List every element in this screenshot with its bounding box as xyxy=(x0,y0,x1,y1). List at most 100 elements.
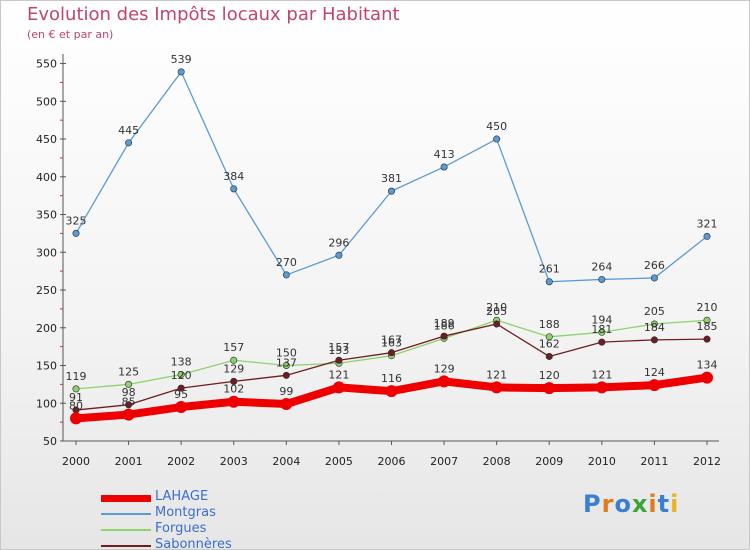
data-point-sabonn-res xyxy=(440,332,448,340)
data-label-lahage: 134 xyxy=(697,359,718,372)
data-label-montgras: 296 xyxy=(328,236,349,249)
data-point-lahage xyxy=(122,408,135,421)
data-label-lahage: 121 xyxy=(591,368,612,381)
data-point-lahage xyxy=(648,379,661,392)
data-label-montgras: 384 xyxy=(223,170,244,183)
data-point-sabonn-res xyxy=(282,371,290,379)
y-tick-label: 500 xyxy=(36,95,57,108)
data-label-forgues: 153 xyxy=(328,344,349,357)
proxiti-logo: Proxiti xyxy=(583,490,679,518)
data-label-forgues: 210 xyxy=(697,301,718,314)
data-point-montgras xyxy=(703,232,711,240)
data-point-montgras xyxy=(282,271,290,279)
logo-letter: t xyxy=(657,490,671,518)
axes: 50 100 150 200 250 300 350 400 450 500 550 2000 2001… xyxy=(36,54,721,468)
data-point-forgues xyxy=(282,362,290,370)
legend-label: Forgues xyxy=(155,521,207,536)
data-label-sabonn-res: 167 xyxy=(381,334,402,347)
data-point-montgras xyxy=(650,274,658,282)
logo-letter: i xyxy=(670,490,680,518)
data-label-sabonn-res: 185 xyxy=(697,320,718,333)
data-label-forgues: 205 xyxy=(644,305,665,318)
x-tick-label: 2011 xyxy=(640,455,668,468)
logo-letter: P xyxy=(583,490,602,518)
data-point-montgras xyxy=(598,275,606,283)
logo-letter: x xyxy=(631,490,649,518)
data-label-montgras: 321 xyxy=(697,217,718,230)
data-point-forgues xyxy=(125,380,133,388)
data-point-lahage xyxy=(70,412,82,425)
data-label-montgras: 261 xyxy=(539,263,560,276)
data-label-forgues: 188 xyxy=(539,318,560,331)
series-points xyxy=(70,68,713,425)
logo-letter: i xyxy=(648,490,658,518)
data-label-forgues: 119 xyxy=(66,370,87,383)
data-point-lahage xyxy=(227,395,240,408)
data-label-forgues: 138 xyxy=(171,356,192,369)
data-point-montgras xyxy=(230,185,238,193)
y-tick-label: 150 xyxy=(36,360,57,373)
legend-item-montgras: Montgras xyxy=(101,505,301,521)
legend-swatch xyxy=(101,529,151,531)
data-label-lahage: 102 xyxy=(223,383,244,396)
x-tick-label: 2003 xyxy=(220,455,248,468)
data-point-lahage xyxy=(332,381,345,394)
data-point-lahage xyxy=(701,371,713,384)
data-label-sabonn-res: 120 xyxy=(171,369,192,382)
data-point-forgues xyxy=(177,371,185,379)
x-tick-label: 2006 xyxy=(378,455,406,468)
data-point-montgras xyxy=(440,163,448,171)
data-point-forgues xyxy=(230,356,238,364)
x-tick-label: 2005 xyxy=(325,455,353,468)
data-label-lahage: 129 xyxy=(434,362,455,375)
legend-label: Sabonnères xyxy=(155,537,232,550)
data-label-forgues: 186 xyxy=(434,319,455,332)
data-label-sabonn-res: 184 xyxy=(644,321,665,334)
x-tick-label: 2010 xyxy=(588,455,616,468)
data-label-montgras: 270 xyxy=(276,256,297,269)
data-label-lahage: 121 xyxy=(328,368,349,381)
data-label-sabonn-res: 129 xyxy=(223,362,244,375)
data-point-lahage xyxy=(175,401,188,414)
data-label-lahage: 99 xyxy=(279,385,293,398)
data-point-forgues xyxy=(650,320,658,328)
data-label-sabonn-res: 98 xyxy=(122,386,136,399)
legend-item-lahage: LAHAGE xyxy=(101,489,301,505)
data-point-montgras xyxy=(387,187,395,195)
data-label-montgras: 450 xyxy=(486,120,507,133)
data-label-forgues: 210 xyxy=(486,301,507,314)
data-label-sabonn-res: 157 xyxy=(328,341,349,354)
data-point-lahage xyxy=(490,381,503,394)
data-label-forgues: 194 xyxy=(591,313,612,326)
data-point-montgras xyxy=(72,229,80,237)
data-point-sabonn-res xyxy=(387,349,395,357)
data-label-lahage: 85 xyxy=(122,396,136,409)
data-point-lahage xyxy=(595,381,608,394)
legend-label: Montgras xyxy=(155,505,216,520)
x-tick-label: 2004 xyxy=(272,455,300,468)
data-point-montgras xyxy=(545,278,553,286)
data-label-lahage: 80 xyxy=(69,399,83,412)
legend-swatch xyxy=(101,495,151,502)
legend-item-sabonn-res: Sabonnères xyxy=(101,537,301,550)
data-label-forgues: 150 xyxy=(276,347,297,360)
data-label-montgras: 325 xyxy=(66,214,87,227)
x-tick-label: 2007 xyxy=(430,455,458,468)
data-label-montgras: 445 xyxy=(118,124,139,137)
data-point-sabonn-res xyxy=(177,384,185,392)
data-point-sabonn-res xyxy=(125,401,133,409)
data-point-lahage xyxy=(543,382,556,395)
data-point-sabonn-res xyxy=(545,352,553,360)
x-tick-label: 2012 xyxy=(693,455,721,468)
data-label-montgras: 266 xyxy=(644,259,665,272)
data-point-sabonn-res xyxy=(230,377,238,385)
x-tick-label: 2008 xyxy=(483,455,511,468)
data-label-sabonn-res: 189 xyxy=(434,317,455,330)
y-tick-label: 250 xyxy=(36,284,57,297)
x-tick-label: 2001 xyxy=(115,455,143,468)
data-point-montgras xyxy=(177,68,185,76)
data-label-sabonn-res: 205 xyxy=(486,305,507,318)
data-label-lahage: 124 xyxy=(644,366,665,379)
data-label-montgras: 539 xyxy=(171,53,192,66)
